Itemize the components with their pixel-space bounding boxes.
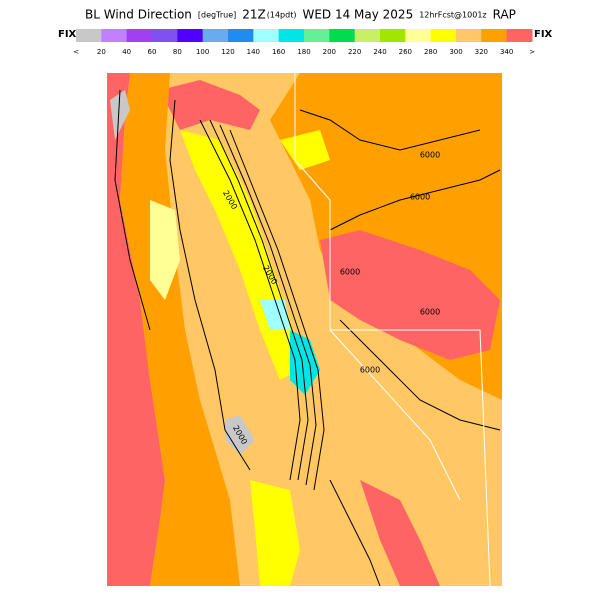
contour-line [329, 479, 381, 587]
colorbar-label: 140 [247, 48, 260, 56]
colorbar-under: < [73, 48, 79, 56]
title-part: 12hrFcst@1001z [419, 11, 486, 20]
colorbar-label: 80 [173, 48, 182, 56]
colorbar-swatch [278, 29, 305, 42]
colorbar-label: 60 [148, 48, 157, 56]
title-part: BL Wind Direction [85, 8, 192, 22]
region [280, 130, 330, 170]
colorbar-swatch [456, 29, 482, 42]
colorbar-label: 280 [424, 48, 437, 56]
contour-line [219, 124, 317, 486]
contour-line [209, 119, 309, 481]
colorbar-swatch [228, 29, 254, 42]
colorbar-swatch [405, 29, 432, 42]
colorbar-swatch [126, 29, 153, 42]
colorbar-label: 240 [373, 48, 386, 56]
colorbar-swatch [76, 29, 102, 42]
colorbar-fix-right: FIX [534, 29, 553, 40]
title-part: WED 14 May 2025 [302, 8, 413, 22]
region [225, 415, 255, 455]
colorbar-label: 300 [449, 48, 462, 56]
region [160, 80, 260, 130]
title-part: 21Z [242, 8, 266, 22]
colorbar-label: 320 [475, 48, 488, 56]
title-part: RAP [493, 8, 516, 22]
region [250, 480, 300, 586]
colorbar-label: 340 [500, 48, 513, 56]
contour-line [169, 99, 251, 471]
contour-line [114, 89, 151, 331]
colorbar-label: 120 [221, 48, 234, 56]
colorbar-swatch [253, 29, 280, 42]
colorbar-label: 220 [348, 48, 361, 56]
title-part: (14pdt) [267, 11, 297, 20]
border-line [330, 329, 491, 587]
region [110, 90, 130, 140]
contour-label: 6000 [340, 268, 360, 277]
colorbar-swatch [101, 29, 128, 42]
colorbar-swatch [380, 29, 406, 42]
borders [294, 73, 491, 587]
colorbar-label: 200 [323, 48, 336, 56]
colorbar-over: > [529, 48, 535, 56]
colorbar-swatch [329, 29, 356, 42]
contour-label: 6000 [410, 193, 430, 202]
colorbar-swatch [430, 29, 457, 42]
colorbar-swatch [202, 29, 229, 42]
colorbar-swatch [304, 29, 330, 42]
colorbar-label: 100 [196, 48, 209, 56]
colorbar-label: 40 [122, 48, 131, 56]
colorbar-fix-left: FIX [58, 29, 77, 40]
title-part: [degTrue] [198, 11, 236, 20]
contour-line [199, 119, 301, 481]
colorbar-swatch [506, 29, 533, 42]
colorbar-label: 180 [297, 48, 310, 56]
contour-line [339, 319, 501, 431]
region [320, 230, 500, 360]
contour-label: 6000 [420, 308, 440, 317]
contour-line [229, 129, 325, 491]
colorbar-label: 160 [272, 48, 285, 56]
border-line [294, 73, 461, 501]
ocean-region [107, 73, 165, 586]
colorbar-swatch [152, 29, 178, 42]
contour-label: 6000 [360, 366, 380, 375]
colorbar-label: 260 [399, 48, 412, 56]
colorbar-swatch [481, 29, 508, 42]
region [360, 480, 440, 586]
colorbar-label: 20 [97, 48, 106, 56]
contour-label: 6000 [420, 151, 440, 160]
contours [114, 89, 501, 587]
title: BL Wind Direction [degTrue] 21Z (14pdt) WED … [85, 8, 516, 22]
colorbar: FIX FIX < >20 40 60 80 100 120 140 160 180 200 220 240… [58, 29, 553, 56]
contour-line [329, 169, 501, 231]
region [150, 200, 180, 300]
colorbar-swatch [177, 29, 204, 42]
colorbar-swatch [354, 29, 381, 42]
contour-line [299, 109, 481, 151]
